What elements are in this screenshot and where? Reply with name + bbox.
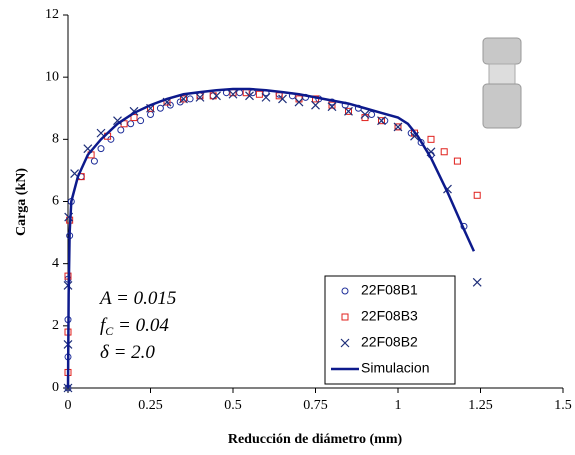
x-axis-label: Reducción de diámetro (mm) — [228, 432, 403, 447]
data-point — [245, 91, 254, 101]
x-tick-label: 0.75 — [303, 398, 328, 413]
data-point — [378, 117, 385, 125]
data-point — [473, 191, 481, 199]
data-point — [294, 97, 304, 107]
data-point — [209, 92, 217, 100]
legend-marker — [340, 338, 350, 348]
data-point — [311, 100, 320, 110]
data-point — [97, 145, 105, 153]
annotation-part: C — [105, 324, 114, 338]
data-point — [137, 117, 145, 125]
data-point — [90, 157, 98, 165]
x-tick-label: 1 — [395, 398, 402, 413]
data-point — [147, 110, 154, 118]
x-tick-label: 0.25 — [138, 398, 163, 413]
annotation: δ = 2.0 — [100, 342, 155, 363]
data-point — [440, 148, 448, 156]
data-point — [295, 95, 303, 103]
legend-label: Simulacion — [361, 360, 429, 376]
y-tick-label: 0 — [52, 380, 59, 395]
y-tick-label: 4 — [52, 256, 59, 271]
data-point — [360, 110, 370, 119]
y-tick-label: 12 — [45, 7, 59, 22]
data-point — [377, 116, 386, 126]
data-point — [278, 94, 287, 104]
data-point — [127, 120, 135, 128]
data-point — [255, 90, 263, 98]
data-point — [228, 89, 238, 99]
legend-label: 22F08B1 — [361, 282, 418, 298]
legend-marker — [341, 287, 349, 295]
y-axis-label: Carga (kN) — [14, 168, 29, 236]
data-point — [117, 126, 125, 134]
data-point — [344, 106, 353, 116]
annotation-part: A = 0.015 — [98, 288, 176, 309]
data-point — [394, 123, 402, 131]
data-point — [186, 95, 194, 103]
simulation-line — [66, 87, 476, 389]
legend-marker — [341, 313, 349, 321]
annotation: fC = 0.04 — [100, 315, 169, 337]
data-point — [212, 91, 221, 101]
data-point — [368, 110, 376, 118]
data-point — [156, 104, 164, 112]
annotation-part: δ = 2.0 — [100, 342, 155, 363]
x-tick-label: 1.5 — [554, 398, 572, 413]
data-point — [195, 92, 205, 102]
data-point — [427, 135, 435, 143]
annotation: A = 0.015 — [98, 288, 176, 309]
y-tick-label: 8 — [52, 132, 59, 147]
data-point — [361, 114, 369, 122]
data-point — [393, 122, 403, 132]
data-point — [236, 89, 244, 97]
legend-label: 22F08B2 — [361, 334, 418, 350]
y-tick-label: 6 — [52, 194, 59, 209]
annotation-part: = 0.04 — [113, 315, 169, 336]
x-tick-label: 1.25 — [468, 398, 493, 413]
data-point — [327, 102, 337, 112]
x-tick-label: 0 — [65, 398, 72, 413]
annotation-part: f — [100, 315, 108, 336]
x-tick-label: 0.5 — [224, 398, 242, 413]
data-point — [261, 92, 271, 102]
legend-label: 22F08B3 — [361, 308, 418, 324]
data-point — [180, 95, 187, 103]
data-point — [130, 114, 138, 122]
y-tick-label: 10 — [45, 69, 59, 84]
data-point — [453, 157, 461, 165]
data-point — [472, 277, 482, 287]
y-tick-label: 2 — [52, 318, 59, 333]
specimen-icon — [482, 37, 522, 129]
data-point — [328, 101, 336, 109]
data-point — [345, 107, 352, 115]
